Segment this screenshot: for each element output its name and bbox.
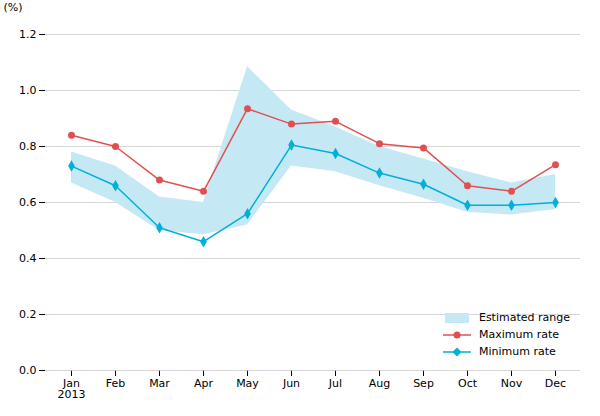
svg-text:Jan2013: Jan2013 xyxy=(58,377,86,401)
svg-text:Jun: Jun xyxy=(282,377,300,390)
svg-text:Apr: Apr xyxy=(194,377,214,390)
svg-text:0.6: 0.6 xyxy=(19,196,37,209)
svg-text:Nov: Nov xyxy=(501,377,523,390)
svg-text:Oct: Oct xyxy=(458,377,478,390)
svg-text:1.2: 1.2 xyxy=(19,28,37,41)
svg-text:Sep: Sep xyxy=(413,377,434,390)
svg-text:0.2: 0.2 xyxy=(19,308,37,321)
svg-text:1.0: 1.0 xyxy=(19,84,37,97)
html-text:Maximum rate: Maximum rate xyxy=(478,328,559,341)
svg-text:Mar: Mar xyxy=(149,377,170,390)
svg-text:(%): (%) xyxy=(4,1,23,14)
svg-text:Dec: Dec xyxy=(545,377,566,390)
html-text:Minimum rate: Minimum rate xyxy=(478,345,556,358)
svg-text:0.0: 0.0 xyxy=(19,364,37,377)
svg-text:Jul: Jul xyxy=(328,377,342,390)
svg-text:May: May xyxy=(236,377,259,390)
html-text:Estimated range: Estimated range xyxy=(478,311,570,324)
svg-text:Feb: Feb xyxy=(106,377,125,390)
svg-text:0.4: 0.4 xyxy=(19,252,37,265)
svg-text:Aug: Aug xyxy=(369,377,390,390)
svg-text:0.8: 0.8 xyxy=(19,140,37,153)
